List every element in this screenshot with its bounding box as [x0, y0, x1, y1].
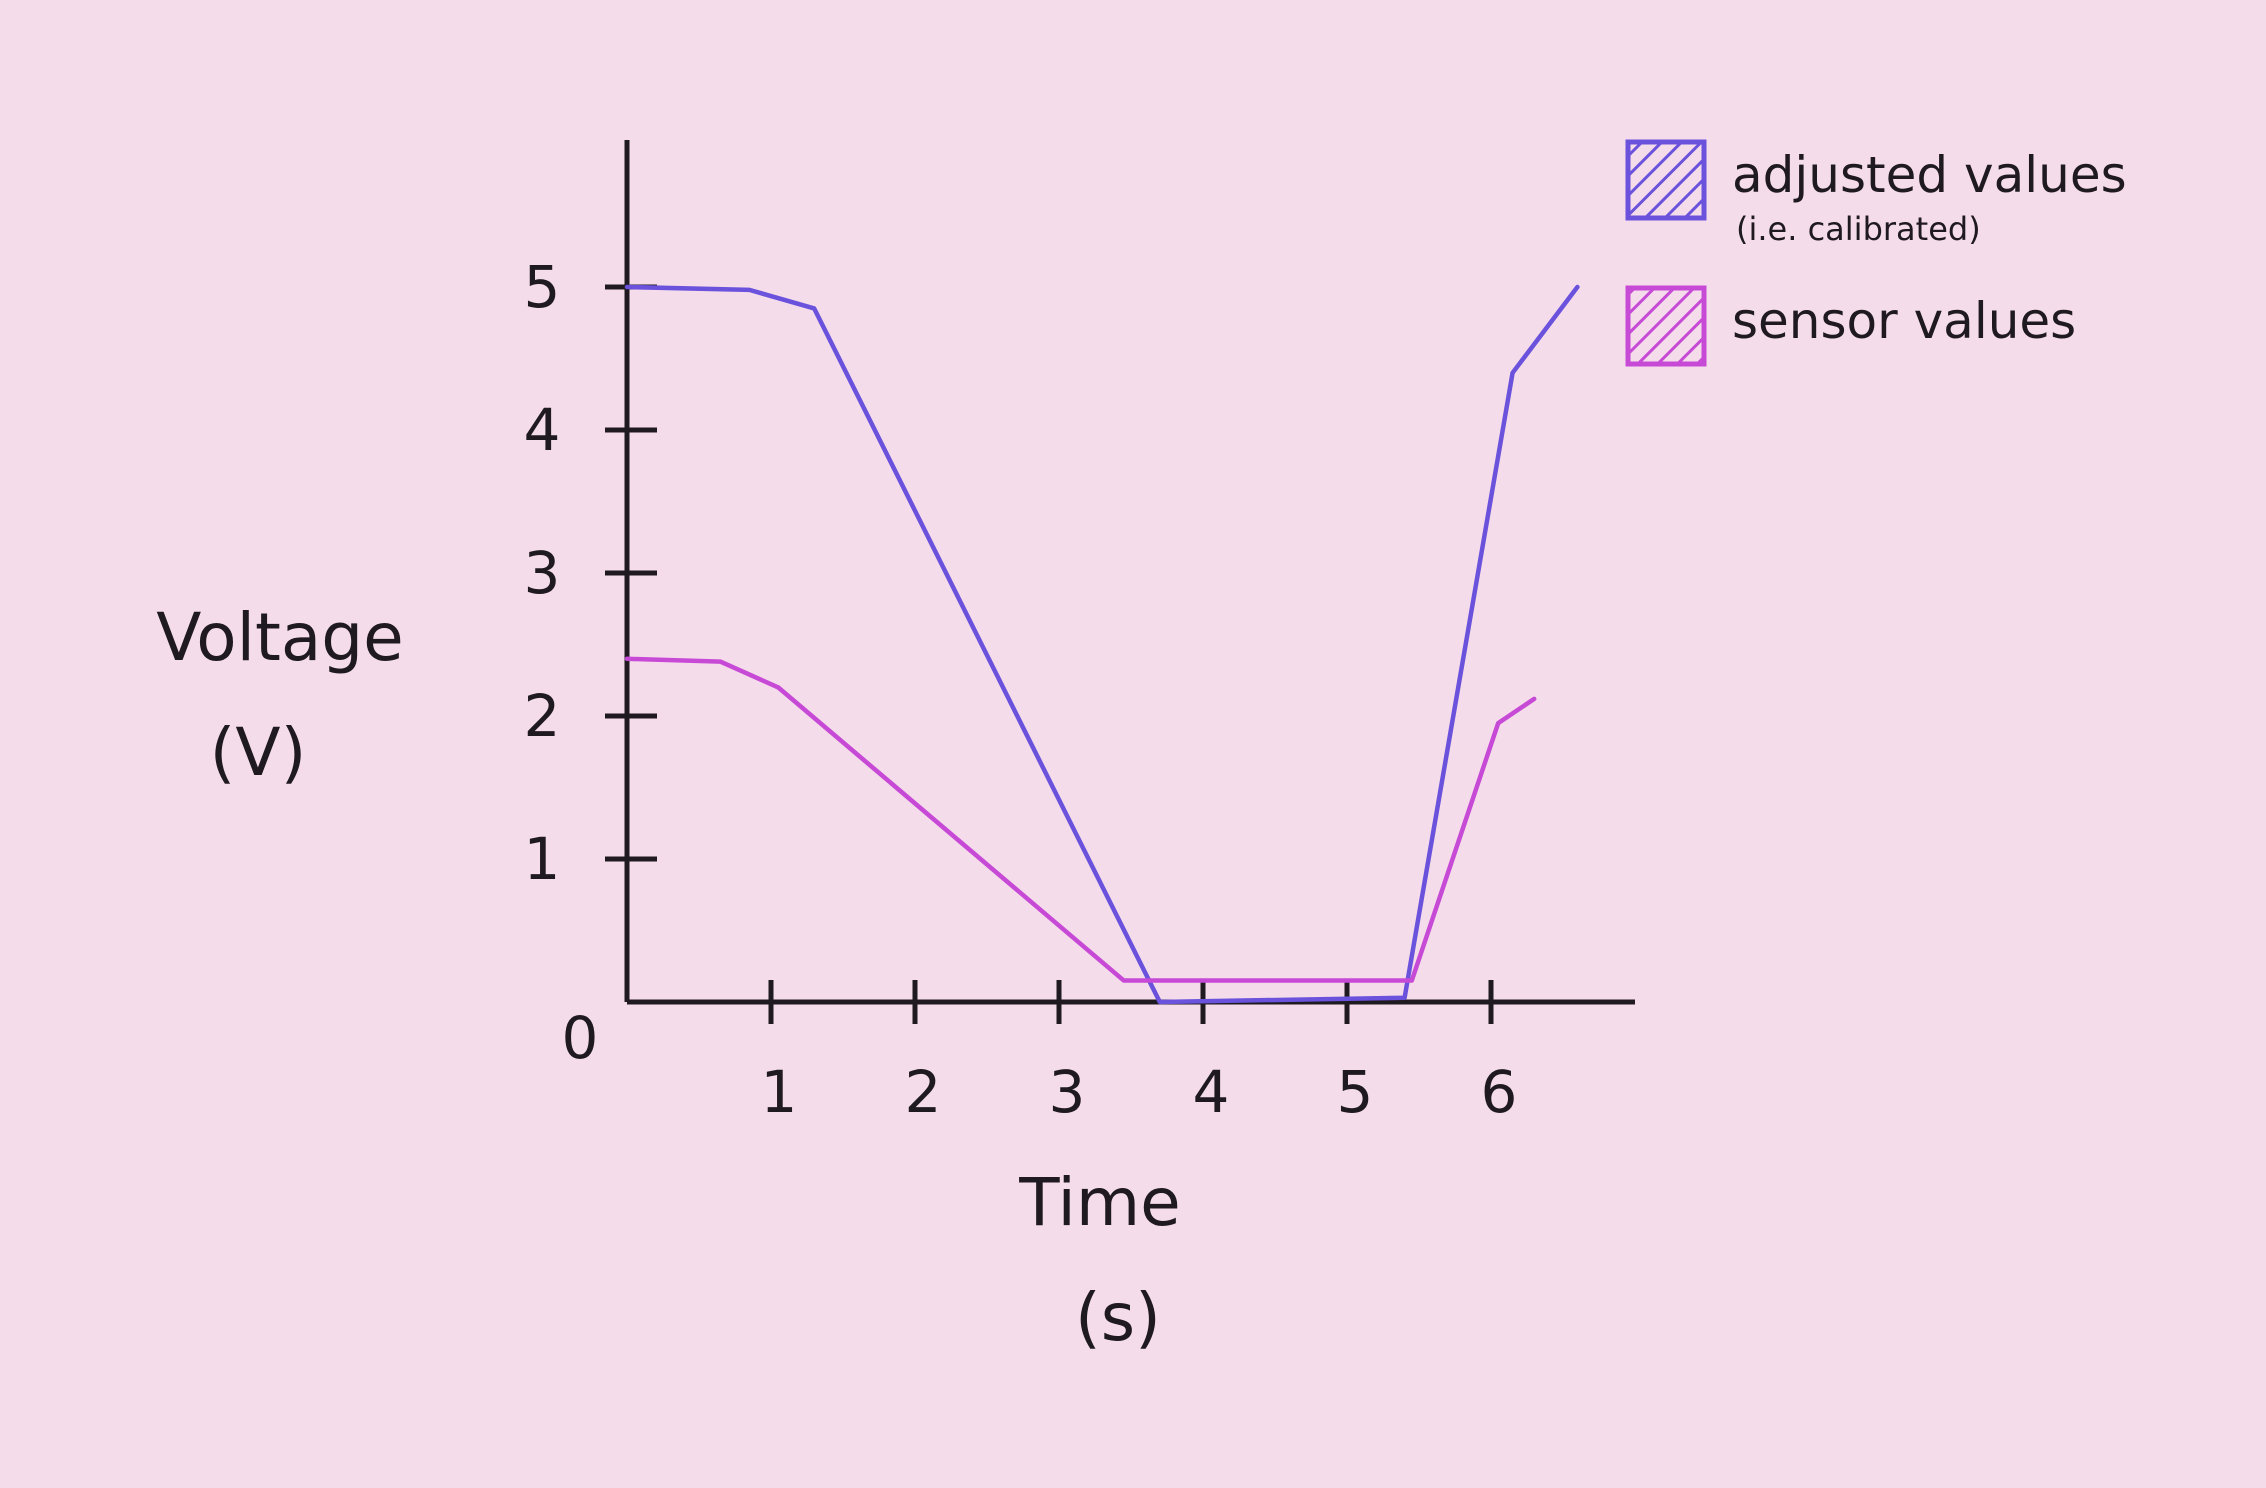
series-line-sensor	[624, 656, 1537, 983]
y-axis-title: Voltage	[156, 599, 404, 676]
legend: adjusted values (i.e. calibrated) sensor…	[1625, 139, 2127, 367]
legend-label-adjusted: adjusted values	[1732, 146, 2127, 204]
y-tick-label-2: 2	[524, 682, 561, 750]
y-axis-unit: (V)	[210, 714, 307, 791]
legend-swatch-adjusted	[1625, 139, 1707, 221]
x-tick-label-5: 5	[1337, 1058, 1374, 1126]
x-tick-label-3: 3	[1049, 1058, 1086, 1126]
series-line-adjusted	[624, 284, 1580, 1005]
x-tick-label-6: 6	[1481, 1058, 1518, 1126]
x-axis-title: Time	[1018, 1164, 1181, 1241]
x-axis-unit: (s)	[1075, 1279, 1161, 1356]
y-tick-label-1: 1	[524, 825, 561, 893]
x-tick-label-1: 1	[761, 1058, 798, 1126]
legend-item-adjusted: adjusted values (i.e. calibrated)	[1625, 139, 2127, 248]
legend-item-sensor: sensor values	[1625, 285, 2076, 367]
legend-note-adjusted: (i.e. calibrated)	[1736, 210, 1981, 248]
x-tick-label-2: 2	[905, 1058, 942, 1126]
y-tick-label-5: 5	[524, 253, 561, 321]
legend-swatch-sensor	[1625, 285, 1707, 367]
legend-label-sensor: sensor values	[1732, 292, 2076, 350]
y-tick-label-3: 3	[524, 539, 561, 607]
y-tick-label-4: 4	[524, 396, 561, 464]
origin-label: 0	[562, 1004, 599, 1072]
x-tick-label-4: 4	[1193, 1058, 1230, 1126]
